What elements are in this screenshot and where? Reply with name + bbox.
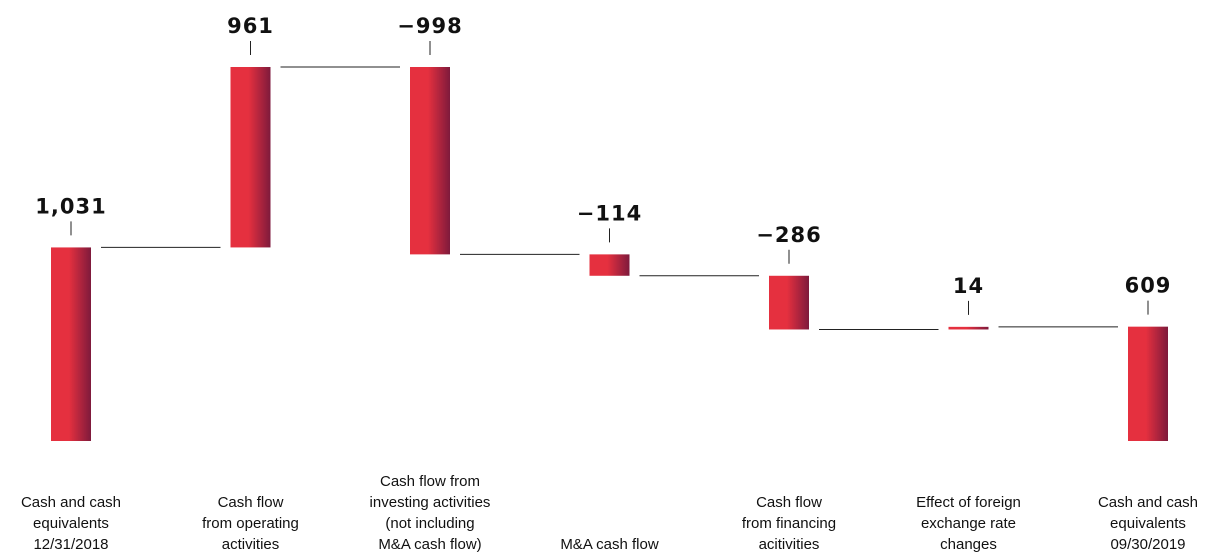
value-label: 609 [1125, 274, 1172, 298]
value-label: 1,031 [35, 194, 106, 218]
value-label: −998 [397, 14, 462, 38]
value-label: −286 [756, 223, 821, 247]
category-label: Effect of foreign exchange rate changes [916, 494, 1021, 553]
value-label: 14 [953, 274, 984, 298]
category-label: M&A cash flow [560, 536, 659, 553]
bar [589, 254, 630, 276]
category-label: Cash flow from financing acitivities [741, 494, 837, 553]
bar [948, 326, 989, 330]
bar [410, 67, 450, 255]
value-label: 961 [227, 14, 274, 38]
bar [769, 275, 809, 330]
bar [230, 67, 271, 248]
category-label: Cash and cash equivalents 12/31/2018 [20, 494, 122, 553]
category-label: Cash and cash equivalents 09/30/2019 [1097, 494, 1199, 553]
bar [51, 247, 91, 441]
bar [1128, 326, 1168, 441]
value-label: −114 [577, 201, 642, 225]
category-label: Cash flow from operating activities [202, 494, 299, 553]
category-label: Cash flow from investing activities (not… [369, 473, 491, 553]
